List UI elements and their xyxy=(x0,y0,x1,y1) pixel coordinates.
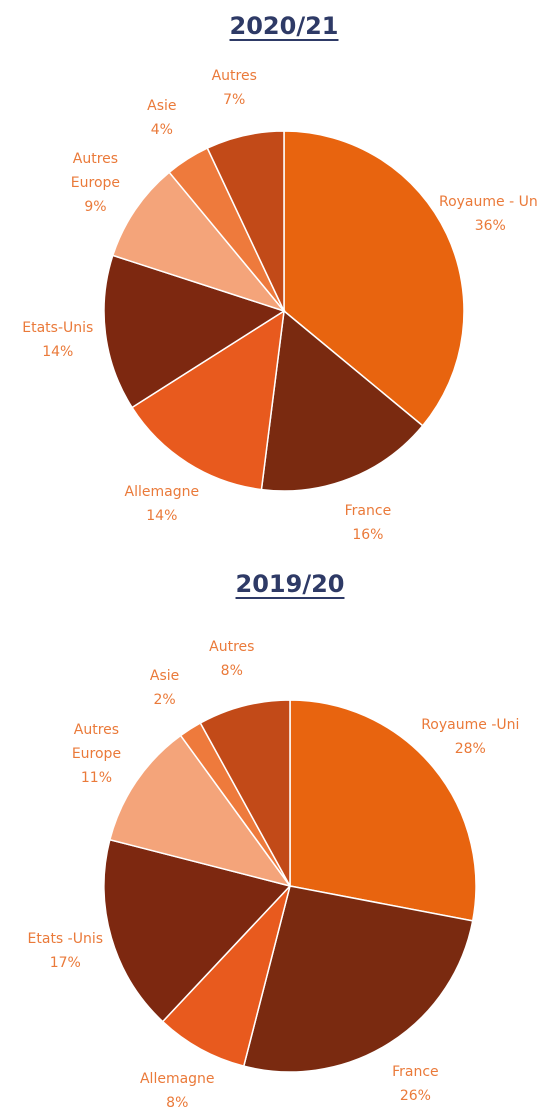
chart-title: 2020/21 xyxy=(229,12,339,40)
slice-value: 14% xyxy=(42,343,74,360)
slice-label: Asie 2% xyxy=(150,664,179,712)
slice-name: Autres Europe xyxy=(70,150,121,191)
slice-value: 7% xyxy=(223,92,246,109)
pie-slice xyxy=(206,130,285,312)
chart-title: 2019/20 xyxy=(235,570,345,598)
slice-name: Etats-Unis xyxy=(22,319,94,336)
slice-label: Asie 4% xyxy=(147,94,176,142)
pie-slice xyxy=(130,309,285,491)
slice-label: France 26% xyxy=(392,1060,439,1108)
slice-name: Royaume - Uni xyxy=(438,193,537,210)
pie-slice xyxy=(283,130,465,427)
slice-name: Etats -Unis xyxy=(27,931,104,948)
pie-slice xyxy=(103,254,286,409)
slice-label: Etats-Unis 14% xyxy=(22,316,93,364)
slice-name: France xyxy=(344,502,392,519)
slice-value: 28% xyxy=(454,740,486,757)
slice-value: 2% xyxy=(153,692,176,709)
slice-label: Allemagne 8% xyxy=(140,1067,215,1115)
slice-label: Autres 7% xyxy=(212,64,257,112)
slice-value: 36% xyxy=(474,217,506,234)
slice-label: Allemagne 14% xyxy=(125,480,200,528)
slice-value: 8% xyxy=(166,1095,189,1112)
slice-value: 26% xyxy=(399,1087,431,1104)
slice-name: Autres Europe xyxy=(71,722,122,763)
slice-label: Etats -Unis 17% xyxy=(28,927,104,975)
slice-value: 16% xyxy=(352,526,384,543)
slice-label: Royaume - Uni 36% xyxy=(439,190,537,238)
slice-value: 9% xyxy=(84,198,107,215)
slice-name: Allemagne xyxy=(124,483,200,500)
slice-value: 4% xyxy=(150,122,173,139)
slice-name: Autres xyxy=(211,68,257,85)
slice-value: 17% xyxy=(49,955,81,972)
pie-slice xyxy=(199,699,291,887)
slice-label: Autres Europe 9% xyxy=(60,147,130,219)
slice-name: Autres xyxy=(209,639,255,656)
pie-slice xyxy=(103,838,292,1023)
pie-slice xyxy=(161,885,291,1068)
pie-slice xyxy=(289,699,477,922)
slice-name: France xyxy=(392,1063,439,1080)
pie-slice xyxy=(260,309,424,492)
slice-label: Royaume -Uni 28% xyxy=(421,713,519,761)
slice-label: France 16% xyxy=(345,499,392,547)
slice-value: 11% xyxy=(80,770,113,787)
slice-name: Asie xyxy=(149,668,180,685)
pie-slice xyxy=(242,885,474,1073)
slice-name: Royaume -Uni xyxy=(421,716,520,733)
slice-label: Autres Europe 11% xyxy=(61,718,131,790)
slice-value: 14% xyxy=(146,507,178,524)
slice-label: Autres 8% xyxy=(209,635,254,683)
slice-value: 8% xyxy=(220,663,243,680)
pie-slice xyxy=(111,171,287,313)
slice-name: Asie xyxy=(147,98,177,115)
pie-slice xyxy=(108,734,292,888)
slice-name: Allemagne xyxy=(139,1071,215,1088)
